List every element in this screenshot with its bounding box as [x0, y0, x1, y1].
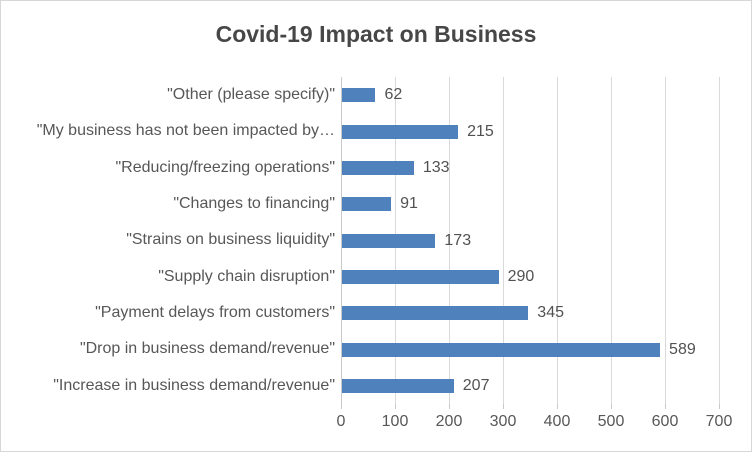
- x-axis-tick-label: 500: [597, 413, 625, 430]
- x-axis-tick: [557, 404, 558, 409]
- x-axis-tick: [611, 404, 612, 409]
- gridline: [665, 77, 666, 404]
- x-axis-tick: [341, 404, 342, 409]
- category-label: "Reducing/freezing operations": [115, 158, 336, 176]
- x-axis-tick: [665, 404, 666, 409]
- value-label: 207: [462, 376, 490, 394]
- bar: [342, 342, 661, 357]
- category-label: "Payment delays from customers": [95, 304, 335, 322]
- value-label: 62: [384, 86, 403, 104]
- value-label: 290: [507, 267, 535, 285]
- category-label: "My business has not been impacted by…: [36, 122, 335, 140]
- gridline: [611, 77, 612, 404]
- value-label: 133: [422, 158, 450, 176]
- x-axis-tick-label: 0: [336, 413, 346, 430]
- bar: [342, 233, 436, 248]
- x-axis-tick: [395, 404, 396, 409]
- x-axis-tick-label: 200: [435, 413, 463, 430]
- category-axis-labels: "Other (please specify)" "My business has…: [1, 77, 335, 404]
- category-label: "Increase in business demand/revenue": [53, 376, 335, 394]
- bar: [342, 378, 454, 393]
- x-axis-tick: [449, 404, 450, 409]
- bar: [342, 269, 499, 284]
- x-axis-tick-label: 600: [651, 413, 679, 430]
- bar: [342, 197, 392, 212]
- category-label: "Drop in business demand/revenue": [79, 340, 335, 358]
- chart-title: Covid-19 Impact on Business: [215, 21, 537, 47]
- category-label: "Changes to financing": [173, 195, 335, 213]
- plot-area: 62 215 133 91 173 290 345 589 207: [341, 77, 720, 404]
- value-label: 91: [400, 195, 418, 213]
- value-label: 345: [537, 304, 564, 322]
- x-axis-tick-label: 700: [705, 413, 733, 430]
- gridline: [503, 77, 504, 404]
- x-axis-tick: [503, 404, 504, 409]
- bar: [342, 124, 459, 139]
- gridline: [719, 77, 720, 404]
- value-label: 173: [444, 231, 472, 249]
- value-label: 589: [669, 340, 696, 358]
- bar: [342, 160, 414, 175]
- x-axis-tick-label: 100: [381, 413, 409, 430]
- bar: [342, 88, 376, 103]
- x-axis-tick-label: 400: [543, 413, 571, 430]
- gridline: [449, 77, 450, 404]
- category-label: "Strains on business liquidity": [126, 231, 335, 249]
- gridline: [557, 77, 558, 404]
- bar: [342, 306, 529, 321]
- category-label: "Other (please specify)": [167, 86, 335, 104]
- value-label: 215: [467, 122, 494, 140]
- x-axis-tick: [719, 404, 720, 409]
- x-axis-tick-label: 300: [489, 413, 517, 430]
- category-label: "Supply chain disruption": [158, 267, 335, 285]
